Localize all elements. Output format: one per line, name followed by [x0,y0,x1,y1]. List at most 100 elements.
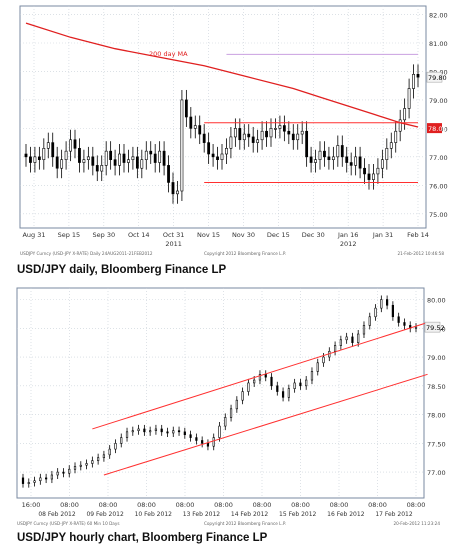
candle-body [397,316,400,323]
candle-body [265,130,268,138]
footer-left: USDJPY Curncy (USD-JPY X-RATE) Daily 24A… [20,251,153,256]
last-price-value: 79.52 [426,324,445,332]
candle-body [247,133,251,138]
y-tick-label: 76.00 [429,182,448,190]
candle-body [333,345,337,352]
x-tick-label: Nov 30 [232,231,255,239]
footer-left: USDJPY Curncy (USD-JPY X-RATE) 60 Min 10… [17,521,120,526]
candle-body [305,379,308,387]
candle-body [39,477,42,482]
x-date-label: 14 Feb 2012 [231,511,269,518]
candle-body [206,443,210,447]
candle-body [242,133,246,141]
candle-body [362,325,366,335]
candle-body [264,374,267,378]
candle-body [102,454,106,459]
candle-body [108,448,111,456]
candle-body [385,148,389,160]
candle-body [416,74,420,78]
candle-body [91,460,94,464]
x-tick-label: Dec 30 [302,231,325,239]
candle-body [398,119,402,132]
candle-body [358,156,362,169]
candle-body [202,133,206,143]
y-tick-label: 82.00 [429,12,448,20]
candle-body [211,153,215,158]
candle-body [68,468,71,474]
candle-body [287,388,290,398]
candle-body [235,399,238,410]
candle-body [64,150,68,160]
candle-body [135,156,139,169]
candle-body [143,428,146,433]
candle-body [374,307,377,318]
candle-body [354,156,358,166]
y-tick-label: 81.00 [429,40,448,48]
candle-body [37,156,41,160]
candle-body [216,156,219,160]
candle-body [86,156,90,160]
candle-body [363,167,366,175]
x-tick-label: 08:00 [214,501,233,509]
candle-body [403,322,406,326]
x-date-label: 17 Feb 2012 [375,511,413,518]
candle-body [357,333,360,343]
candle-body [29,156,32,163]
y-tick-label: 78.00 [427,412,446,420]
last-price-tag [427,123,442,134]
candle-body [278,125,282,129]
last-price-value: 78.01 [428,125,447,133]
candle-body [24,153,28,158]
candle-body [229,136,233,149]
candle-body [149,150,153,155]
footer-mid: Copyright 2012 Bloomberg Finance L.P. [204,521,286,526]
footer-right: 20-Feb-2012 11:23:24 [393,521,440,526]
candle-body [56,471,59,476]
candle-body [318,150,322,160]
candle-body [256,139,260,143]
candle-body [33,480,36,483]
candle-body [291,133,295,141]
y-tick-label: 79.00 [427,354,446,362]
candle-body [345,156,349,163]
candle-body [207,142,211,155]
candle-body [403,108,407,121]
candle-body [316,362,319,372]
candle-body [120,437,123,444]
candle-body [299,382,302,387]
candle-body [300,130,304,135]
x-tick-label: 08:00 [176,501,195,509]
candle-body [241,391,244,401]
candle-body [339,339,342,346]
candle-body [296,133,300,141]
candle-body [368,316,371,326]
ma-200-line [25,22,419,128]
candle-body [162,150,166,166]
candle-body [167,165,170,183]
candle-body [27,482,30,484]
candle-body [172,430,175,434]
candle-body [258,374,262,381]
candle-body [327,156,331,160]
candle-body [91,156,95,166]
x-date-label: 16 Feb 2012 [327,511,365,518]
candle-body [372,173,375,180]
candle-body [51,142,55,158]
candle-body [183,431,186,436]
candle-body [171,182,175,195]
candle-body [198,125,202,135]
candle-body [225,148,228,155]
candle-body [247,382,250,392]
candle-body [189,116,193,129]
x-tick-label: Jan 16 [337,231,358,239]
candle-body [140,159,144,169]
candle-body [125,431,129,438]
x-tick-label: 08:00 [99,501,118,509]
candle-body [376,167,380,175]
candle-body [184,99,188,118]
candle-body [322,356,325,364]
x-tick-label: 08:00 [407,501,426,509]
candle-body [380,299,383,309]
candle-body [189,434,192,438]
candle-body [201,440,204,444]
